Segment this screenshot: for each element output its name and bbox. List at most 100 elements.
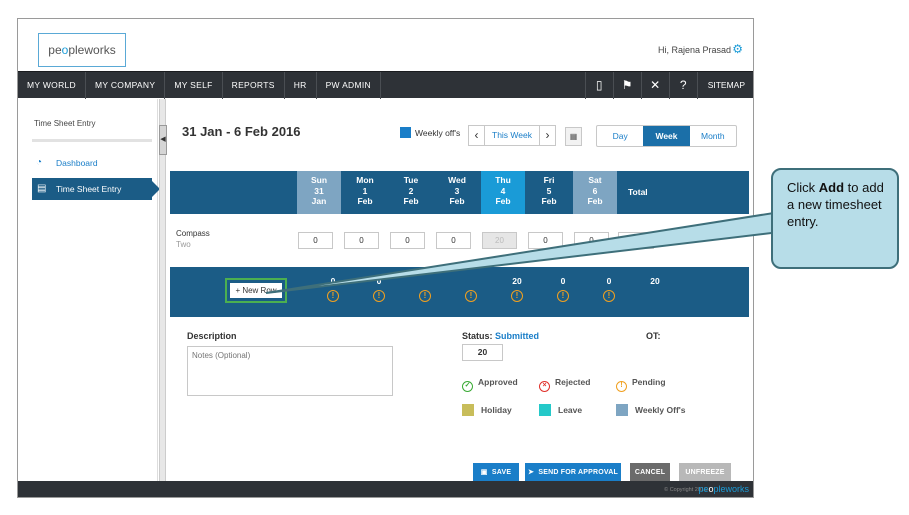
- status-label: Status: Submitted: [462, 331, 539, 341]
- holiday-swatch: [462, 404, 474, 416]
- pending-icon: !: [511, 290, 523, 302]
- notes-textarea[interactable]: [187, 346, 393, 396]
- sidebar-title: Time Sheet Entry: [34, 119, 96, 128]
- pending-icon: !: [373, 290, 385, 302]
- legend-weekly-offs: Weekly Off's: [616, 404, 686, 416]
- help-icon[interactable]: ?: [668, 72, 697, 99]
- nav-pw-admin[interactable]: PW ADMIN: [317, 72, 381, 99]
- hours-input-tue[interactable]: 0: [390, 232, 425, 249]
- hours-input-thu[interactable]: 20: [482, 232, 517, 249]
- status-caption: Status:: [462, 331, 493, 341]
- nav-sitemap[interactable]: SITEMAP: [696, 72, 753, 99]
- status-hours: 20: [462, 344, 503, 361]
- legend-pending-label: Pending: [632, 377, 666, 387]
- day-total-sun: 0: [330, 276, 336, 286]
- calendar-icon[interactable]: ▦: [565, 127, 582, 146]
- sidebar-item-label: Dashboard: [56, 158, 98, 168]
- copyright-text: © Copyright 2016: [664, 487, 707, 493]
- week-total: 20: [650, 276, 660, 286]
- pending-icon: !: [616, 381, 627, 392]
- tools-icon[interactable]: ✕: [640, 72, 669, 99]
- hours-input-wed[interactable]: 0: [436, 232, 471, 249]
- legend-leave-label: Leave: [558, 405, 583, 415]
- callout-text-bold: Add: [818, 180, 845, 195]
- nav-hr[interactable]: HR: [285, 72, 317, 99]
- hours-input-sun[interactable]: 0: [298, 232, 333, 249]
- sidebar: Time Sheet Entry ◔ Dashboard ▤ Time Shee…: [18, 99, 160, 481]
- save-button[interactable]: ▣ SAVE: [473, 463, 519, 482]
- callout-text-pre: Click: [787, 180, 819, 195]
- day-header-sun: Sun 31 Jan: [297, 171, 341, 214]
- pending-icon: !: [603, 290, 615, 302]
- legend-pending: ! Pending: [616, 377, 666, 392]
- unfreeze-button[interactable]: UNFREEZE: [679, 463, 731, 482]
- pending-icon: !: [465, 290, 477, 302]
- hours-input-mon[interactable]: 0: [344, 232, 379, 249]
- weekly-offs-label: Weekly off's: [415, 128, 461, 138]
- save-icon: ▣: [480, 469, 488, 476]
- total-column-header: Total: [628, 187, 648, 197]
- sidebar-divider: [32, 139, 152, 142]
- view-week-button[interactable]: Week: [643, 126, 690, 146]
- main-navbar: MY WORLD MY COMPANY MY SELF REPORTS HR P…: [18, 71, 753, 99]
- send-label: SEND FOR APPROVAL: [538, 469, 618, 476]
- peopleworks-logo[interactable]: peopleworks: [38, 33, 126, 67]
- pending-icon: !: [419, 290, 431, 302]
- page-title-date-range: 31 Jan - 6 Feb 2016: [182, 124, 301, 139]
- weekly-offs-legend: Weekly off's: [400, 127, 460, 138]
- pending-icon: !: [557, 290, 569, 302]
- approved-check-icon: ✓: [462, 381, 473, 392]
- view-day-button[interactable]: Day: [612, 131, 628, 141]
- collapse-sidebar-button[interactable]: ◀: [159, 125, 167, 155]
- day-header-band: Sun 31 Jan Mon 1 Feb Tue 2 Feb Wed 3 Feb Thu 4 Feb…: [170, 171, 749, 214]
- day-total-sat: 0: [606, 276, 612, 286]
- footer-logo: peopleworks: [698, 484, 749, 494]
- nav-reports[interactable]: REPORTS: [223, 72, 285, 99]
- nav-my-self[interactable]: MY SELF: [165, 72, 223, 99]
- timesheet-icon: ▤: [37, 183, 47, 194]
- weekly-offs-swatch: [400, 127, 411, 138]
- sidebar-item-dashboard[interactable]: ◔ Dashboard: [32, 153, 158, 173]
- day-total-mon: 0: [376, 276, 382, 286]
- day-header-sat: Sat 6 Feb: [573, 171, 617, 214]
- day-header-thu: Thu 4 Feb: [481, 171, 525, 214]
- logo-text-start: pe: [48, 43, 62, 57]
- active-item-arrow: [152, 181, 160, 197]
- day-total-thu: 20: [512, 276, 522, 286]
- sidebar-splitter[interactable]: [159, 99, 166, 481]
- legend-approved: ✓ Approved: [462, 377, 518, 392]
- day-header-tue: Tue 2 Feb: [403, 175, 419, 206]
- flag-icon[interactable]: ⚑: [612, 72, 641, 99]
- rejected-x-icon: ×: [539, 381, 550, 392]
- legend-leave: Leave: [539, 404, 582, 416]
- send-for-approval-button[interactable]: ➤ SEND FOR APPROVAL: [525, 463, 621, 482]
- legend-rejected: × Rejected: [539, 377, 590, 392]
- day-header-fri: Fri 5 Feb: [541, 175, 557, 206]
- footer-logo-letter-o: o: [708, 484, 714, 494]
- this-week-button[interactable]: This Week: [492, 130, 532, 140]
- nav-my-company[interactable]: MY COMPANY: [86, 72, 166, 99]
- legend-holiday: Holiday: [462, 404, 512, 416]
- day-header-mon: Mon 1 Feb: [356, 175, 374, 206]
- logo-text-end: pleworks: [68, 43, 116, 57]
- view-toggle: Day Week Month: [596, 125, 737, 147]
- nav-my-world[interactable]: MY WORLD: [18, 72, 86, 99]
- project-task: Two: [176, 240, 191, 249]
- next-week-chevron-icon[interactable]: ›: [539, 126, 555, 145]
- description-label: Description: [187, 331, 237, 341]
- settings-gear-icon[interactable]: ⚙: [732, 42, 743, 56]
- book-icon[interactable]: ▯: [584, 72, 613, 99]
- sidebar-item-timesheet-entry[interactable]: ▤ Time Sheet Entry: [32, 178, 160, 200]
- save-label: SAVE: [491, 469, 512, 476]
- footer: © Copyright 2016 peopleworks: [18, 481, 753, 497]
- user-greeting: Hi, Rajena Prasad: [657, 45, 731, 55]
- callout-text-post: to add a new timesheet entry.: [787, 180, 884, 229]
- previous-week-chevron-icon[interactable]: ‹: [469, 126, 485, 145]
- day-header-wed: Wed 3 Feb: [448, 175, 466, 206]
- day-total-fri: 0: [560, 276, 566, 286]
- cancel-button[interactable]: CANCEL: [630, 463, 670, 482]
- legend-weekly-offs-label: Weekly Off's: [635, 405, 686, 415]
- legend-rejected-label: Rejected: [555, 377, 591, 387]
- view-month-button[interactable]: Month: [701, 131, 725, 141]
- new-row-button[interactable]: + New Row: [230, 283, 282, 298]
